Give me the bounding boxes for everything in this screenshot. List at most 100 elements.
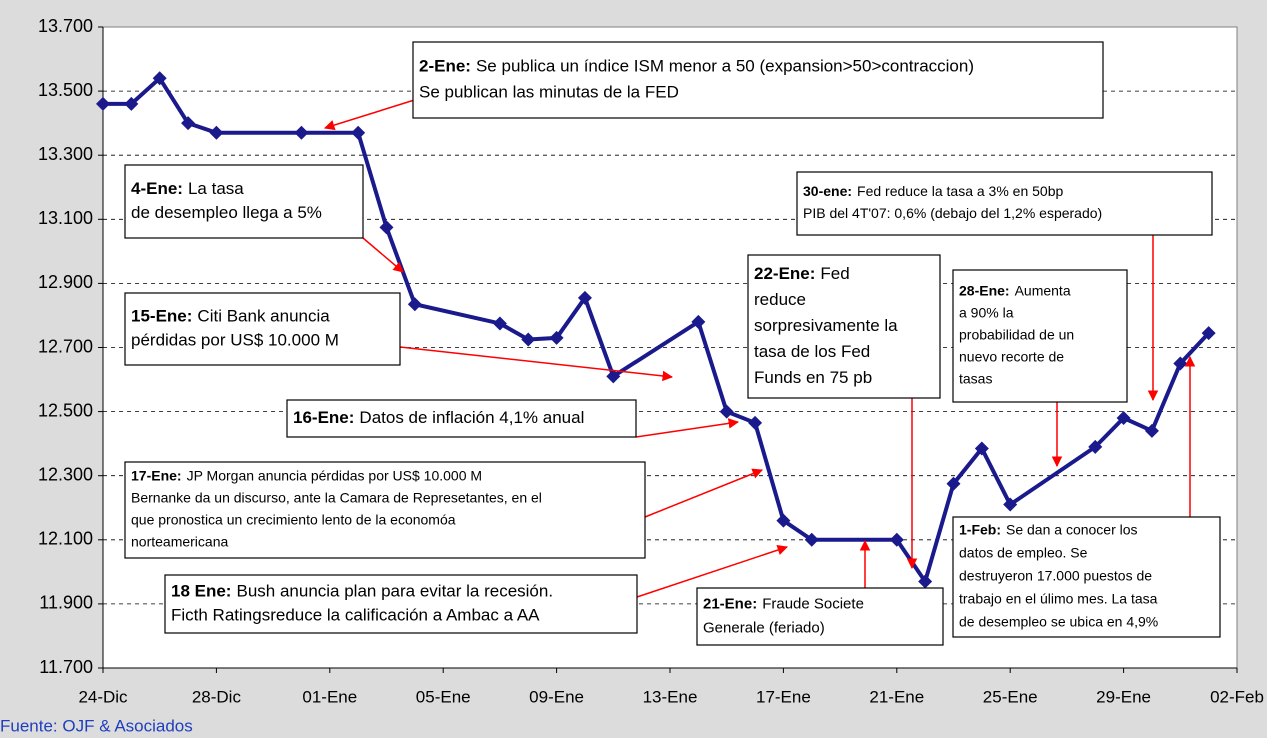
y-tick-label: 11.700	[39, 657, 93, 677]
annotation-text: Bernanke da un discurso, ante la Camara …	[131, 490, 542, 506]
annotation-title: 21-Ene:	[703, 595, 757, 612]
marker	[1116, 411, 1131, 426]
annotation-title: 2-Ene:	[419, 56, 471, 75]
x-tick-label: 24-Dic	[78, 687, 128, 706]
annotation-text: JP Morgan anuncia pérdidas por US$ 10.00…	[187, 468, 482, 484]
annotation-text: Fed	[820, 264, 849, 283]
y-tick-label: 13.500	[38, 80, 93, 100]
x-tick-label: 13-Ene	[643, 687, 698, 706]
annotation-box	[952, 269, 1128, 403]
x-tick-label: 05-Ene	[416, 687, 471, 706]
annotation-box	[286, 399, 637, 438]
arrow	[635, 418, 740, 438]
annotation-text: reduce	[754, 290, 806, 309]
marker	[492, 316, 507, 331]
annotation-text: Funds en 75 pb	[754, 368, 872, 387]
arrow	[644, 468, 763, 518]
annotation-text: Fraude Societe	[762, 595, 864, 612]
annotation-box	[412, 41, 1104, 119]
marker	[351, 125, 366, 140]
annotation-text: datos de empleo. Se	[959, 545, 1088, 561]
annotation-text: Citi Bank anuncia	[197, 306, 330, 325]
marker	[549, 330, 564, 345]
annotation-box	[164, 574, 638, 634]
marker	[946, 476, 961, 491]
y-tick-label: 11.900	[39, 593, 93, 613]
annotation-title: 17-Ene:	[131, 468, 182, 484]
marker	[1003, 497, 1018, 512]
annotation-text: pérdidas por US$ 10.000 M	[131, 330, 339, 349]
y-tick-label: 12.300	[38, 464, 93, 484]
marker	[124, 96, 139, 111]
y-tick-label: 12.500	[38, 400, 93, 420]
annotation-text: Generale (feriado)	[703, 619, 825, 636]
annotation-title: 15-Ene:	[131, 306, 192, 325]
marker	[889, 532, 904, 547]
y-tick-label: 12.900	[38, 272, 93, 292]
marker	[719, 404, 734, 419]
y-tick-label: 12.100	[38, 529, 93, 549]
annotation-box	[124, 164, 364, 239]
y-tick-label: 13.700	[38, 16, 93, 36]
annotation-text: probabilidad de un	[959, 327, 1074, 343]
marker	[181, 116, 196, 131]
annotation-title: 18 Ene:	[171, 581, 231, 600]
marker	[776, 513, 791, 528]
marker	[606, 369, 621, 384]
annotation-text: tasa de los Fed	[754, 342, 870, 361]
annotation-text: Se publican las minutas de la FED	[419, 82, 679, 101]
x-tick-label: 01-Ene	[302, 687, 357, 706]
marker	[918, 574, 933, 589]
source: Fuente: OJF & Asociados	[0, 716, 193, 735]
marker	[1173, 356, 1188, 371]
annotation-title: 28-Ene:	[959, 283, 1010, 299]
annotation-text: Ficth Ratingsreduce la calificación a Am…	[171, 605, 540, 624]
annotation-text: Datos de inflación 4,1% anual	[359, 408, 584, 427]
x-tick-label: 09-Ene	[529, 687, 584, 706]
annotation-title: 22-Ene:	[754, 264, 815, 283]
annotation-text: Fed reduce la tasa a 3% en 50bp	[857, 183, 1063, 199]
annotation-title: 16-Ene:	[293, 408, 354, 427]
annotation-text: Aumenta	[1015, 283, 1071, 299]
annotation-text: tasas	[959, 371, 992, 387]
annotation-text: a 90% la	[959, 305, 1014, 321]
annotation-box	[124, 461, 646, 559]
annotation-text: nuevo recorte de	[959, 349, 1064, 365]
arrow	[399, 346, 674, 382]
annotation-box	[124, 292, 401, 366]
annotation-text: Se publica un índice ISM menor a 50 (exp…	[476, 56, 974, 75]
annotation-text: norteamericana	[131, 534, 228, 550]
x-tick-label: 29-Ene	[1096, 687, 1151, 706]
marker	[96, 96, 110, 111]
annotation-text: sorpresivamente la	[754, 316, 898, 335]
y-tick-label: 13.300	[38, 144, 93, 164]
marker	[209, 125, 224, 140]
marker	[1201, 326, 1216, 341]
marker	[294, 125, 309, 140]
marker	[1088, 439, 1103, 454]
annotation-text: Bush anuncia plan para evitar la recesió…	[236, 581, 553, 600]
annotation-box	[747, 254, 941, 399]
x-tick-label: 21-Ene	[869, 687, 924, 706]
x-tick-label: 25-Ene	[983, 687, 1038, 706]
marker	[974, 441, 989, 456]
marker	[748, 415, 763, 430]
annotation-text: que pronostica un crecimiento lento de l…	[131, 512, 456, 528]
annotation-title: 30-ene:	[803, 183, 852, 199]
annotation-title: 4-Ene:	[131, 179, 183, 198]
annotation-text: de desempleo llega a 5%	[131, 203, 322, 222]
y-tick-label: 12.700	[38, 336, 93, 356]
annotation-title: 1-Feb:	[959, 522, 1001, 538]
marker	[691, 314, 706, 329]
x-tick-label: 28-Dic	[192, 687, 242, 706]
arrow	[362, 237, 404, 273]
marker	[804, 532, 819, 547]
annotation-text: Se dan a conocer los	[1006, 522, 1138, 538]
marker	[1144, 423, 1159, 438]
marker	[521, 332, 536, 347]
annotation-text: La tasa	[188, 179, 244, 198]
annotation-text: destruyeron 17.000 puestos de	[959, 568, 1152, 584]
marker	[407, 297, 422, 312]
